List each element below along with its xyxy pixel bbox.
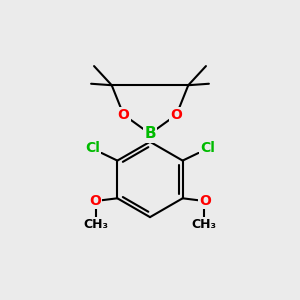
Text: O: O [118,108,129,122]
Text: B: B [144,126,156,141]
Text: O: O [171,108,182,122]
Text: CH₃: CH₃ [191,218,216,231]
Text: O: O [89,194,100,208]
Text: CH₃: CH₃ [84,218,109,231]
Text: Cl: Cl [200,141,215,155]
Text: O: O [200,194,211,208]
Text: Cl: Cl [85,141,100,155]
